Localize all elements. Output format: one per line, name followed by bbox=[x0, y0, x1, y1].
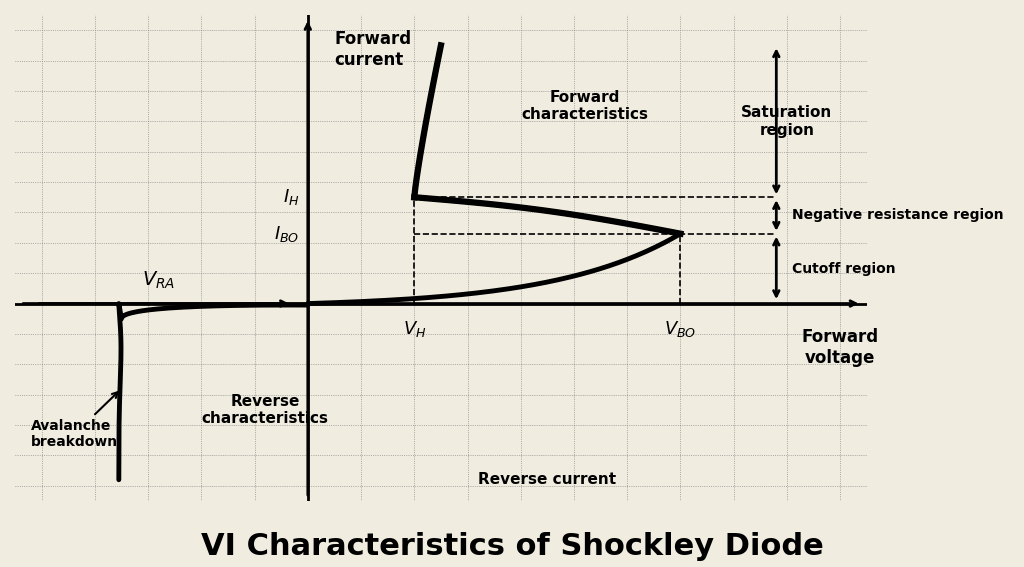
Text: $V_{BO}$: $V_{BO}$ bbox=[665, 319, 696, 338]
Text: Forward
characteristics: Forward characteristics bbox=[521, 90, 648, 122]
Text: Avalanche
breakdown: Avalanche breakdown bbox=[31, 392, 118, 449]
Text: $I_H$: $I_H$ bbox=[284, 187, 300, 208]
Text: Negative resistance region: Negative resistance region bbox=[793, 209, 1004, 222]
Text: $V_H$: $V_H$ bbox=[402, 319, 426, 338]
Text: Forward
voltage: Forward voltage bbox=[802, 328, 879, 367]
Text: Cutoff region: Cutoff region bbox=[793, 261, 896, 276]
Text: Forward
current: Forward current bbox=[335, 30, 412, 69]
Text: Reverse
characteristics: Reverse characteristics bbox=[202, 393, 329, 426]
Text: $I_{BO}$: $I_{BO}$ bbox=[274, 224, 300, 244]
Text: $V_{RA}$: $V_{RA}$ bbox=[142, 270, 175, 291]
Text: Reverse current: Reverse current bbox=[478, 472, 616, 487]
Text: Saturation
region: Saturation region bbox=[741, 105, 833, 138]
Text: VI Characteristics of Shockley Diode: VI Characteristics of Shockley Diode bbox=[201, 532, 823, 561]
